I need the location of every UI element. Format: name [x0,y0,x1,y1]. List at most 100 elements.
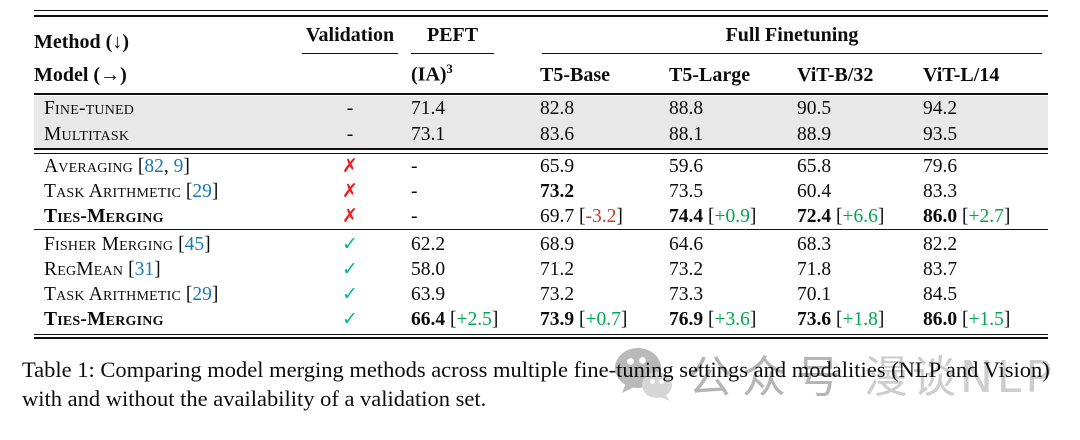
value-cell: 66.4 [+2.5] [411,308,499,330]
check-icon: ✓ [342,258,358,280]
value-cell: 65.8 [797,154,923,180]
table-row: Task Arithmetic [29] ✓ 63.9 73.2 73.3 70.1 84.… [34,282,1048,307]
value-cell: 64.6 [669,232,797,257]
table-row: Ties-Merging ✓ 66.4 [+2.5] 73.9 [+0.7] 76.9 … [34,307,1048,332]
value-cell: 71.4 [411,96,540,122]
value-cell: 73.5 [669,179,797,204]
delta-value: -3.2 [585,205,617,227]
value-text: 82.2 [923,233,958,255]
value-text: 65.9 [540,155,575,177]
method-name: Multitask [44,124,130,145]
header-model: Model (→) [34,64,127,86]
method-cell: Task Arithmetic [29] [44,180,219,202]
value-text: 62.2 [411,233,446,255]
method-cell: Fisher Merging [45] [44,233,211,255]
citation-ref: 31 [134,258,155,280]
value-text: 73.1 [411,124,446,145]
table-caption: Table 1: Comparing model merging methods… [22,357,1050,411]
table-row: RegMean [31] ✓ 58.0 71.2 73.2 71.8 83.7 [34,257,1048,282]
table-header: Method (↓) Validation PEFT Full Finetuni… [34,17,1048,94]
check-icon: ✓ [342,283,358,305]
section-divider-double [34,148,1048,154]
method-cell: Task Arithmetic [29] [44,283,219,305]
value-cell: 82.2 [923,232,1048,257]
value-cell: 88.8 [669,96,797,122]
value-cell: 83.6 [540,122,669,149]
validation-cell: ✓ [289,257,411,282]
delta-value: +1.5 [968,308,1004,330]
value-cell: - [411,154,540,180]
value-cell: 86.0 [+1.5] [923,308,1011,330]
validation-cell: ✓ [289,232,411,257]
header-vit-b32: ViT-B/32 [797,64,874,86]
table-row: Fine-tuned -71.4 82.8 88.8 90.5 94.2 [34,96,1048,122]
value-text: 74.4 [669,205,704,227]
header-vit-l14: ViT-L/14 [923,64,1000,86]
value-cell: 79.6 [923,154,1048,180]
value-cell: 90.5 [797,96,923,122]
value-text: 84.5 [923,283,958,305]
value-text: 73.5 [669,180,704,202]
section-no-validation: Averaging [82, 9] ✗ -65.9 59.6 65.8 79.6 Task … [34,154,1048,230]
value-cell: 94.2 [923,96,1048,122]
citation-ref: 82 [144,155,164,177]
method-name: Task Arithmetic [44,283,182,305]
value-cell: 73.1 [411,122,540,149]
check-icon: ✓ [342,233,358,255]
header-ia3: (IA)3 [411,62,453,86]
value-cell: 73.9 [+0.7] [540,308,628,330]
value-text: 88.9 [797,124,832,145]
value-text: 76.9 [669,308,704,330]
method-name: Fisher Merging [44,233,174,255]
value-cell: 88.1 [669,122,797,149]
value-cell: 73.2 [540,282,669,307]
header-full-finetuning: Full Finetuning [540,17,1048,54]
value-text: - [411,180,418,202]
method-cell: Averaging [82, 9] [44,155,190,177]
validation-cell: ✗ [289,179,411,204]
value-cell: 86.0 [+2.7] [923,205,1011,227]
value-text: 70.1 [797,283,832,305]
value-text: 93.5 [923,124,958,145]
value-text: 69.7 [540,205,575,227]
value-cell: 69.7 [-3.2] [540,205,623,227]
value-cell: 62.2 [411,232,540,257]
delta-value: +2.7 [968,205,1004,227]
value-text: 82.8 [540,98,575,119]
value-text: 83.7 [923,258,958,280]
method-cell: Fine-tuned [34,96,289,122]
value-text: 68.9 [540,233,575,255]
validation-cell: - [289,122,411,149]
delta-value: +1.8 [842,308,878,330]
value-cell: - [411,179,540,204]
header-bottom-rule [34,93,1048,96]
value-text: 88.1 [669,124,704,145]
check-icon: ✓ [342,308,358,330]
value-text: 73.2 [540,180,575,202]
method-name: Fine-tuned [44,98,135,119]
value-text: 79.6 [923,155,958,177]
value-text: 72.4 [797,205,832,227]
header-method: Method (↓) [34,31,129,53]
table-row: Task Arithmetic [29] ✗ - 73.2 73.5 60.4 83.3 [34,179,1048,204]
value-cell: 73.2 [540,179,669,204]
citation-ref: 9 [173,155,184,177]
value-text: 59.6 [669,155,704,177]
value-text: 86.0 [923,308,958,330]
value-text: 60.4 [797,180,832,202]
value-text: 65.8 [797,155,832,177]
delta-value: +3.6 [714,308,750,330]
value-text: 83.3 [923,180,958,202]
value-cell: 74.4 [+0.9] [669,205,757,227]
table-top-rule-thick [34,15,1048,17]
method-name: Ties-Merging [44,308,164,330]
value-text: 68.3 [797,233,832,255]
value-text: 71.8 [797,258,832,280]
method-cell: Ties-Merging [34,307,289,332]
method-cell: Multitask [34,122,289,149]
value-cell: 73.6 [+1.8] [797,308,885,330]
method-cell: RegMean [31] [44,258,161,280]
value-cell: 83.7 [923,257,1048,282]
value-text: 73.9 [540,308,575,330]
method-name: RegMean [44,258,124,280]
